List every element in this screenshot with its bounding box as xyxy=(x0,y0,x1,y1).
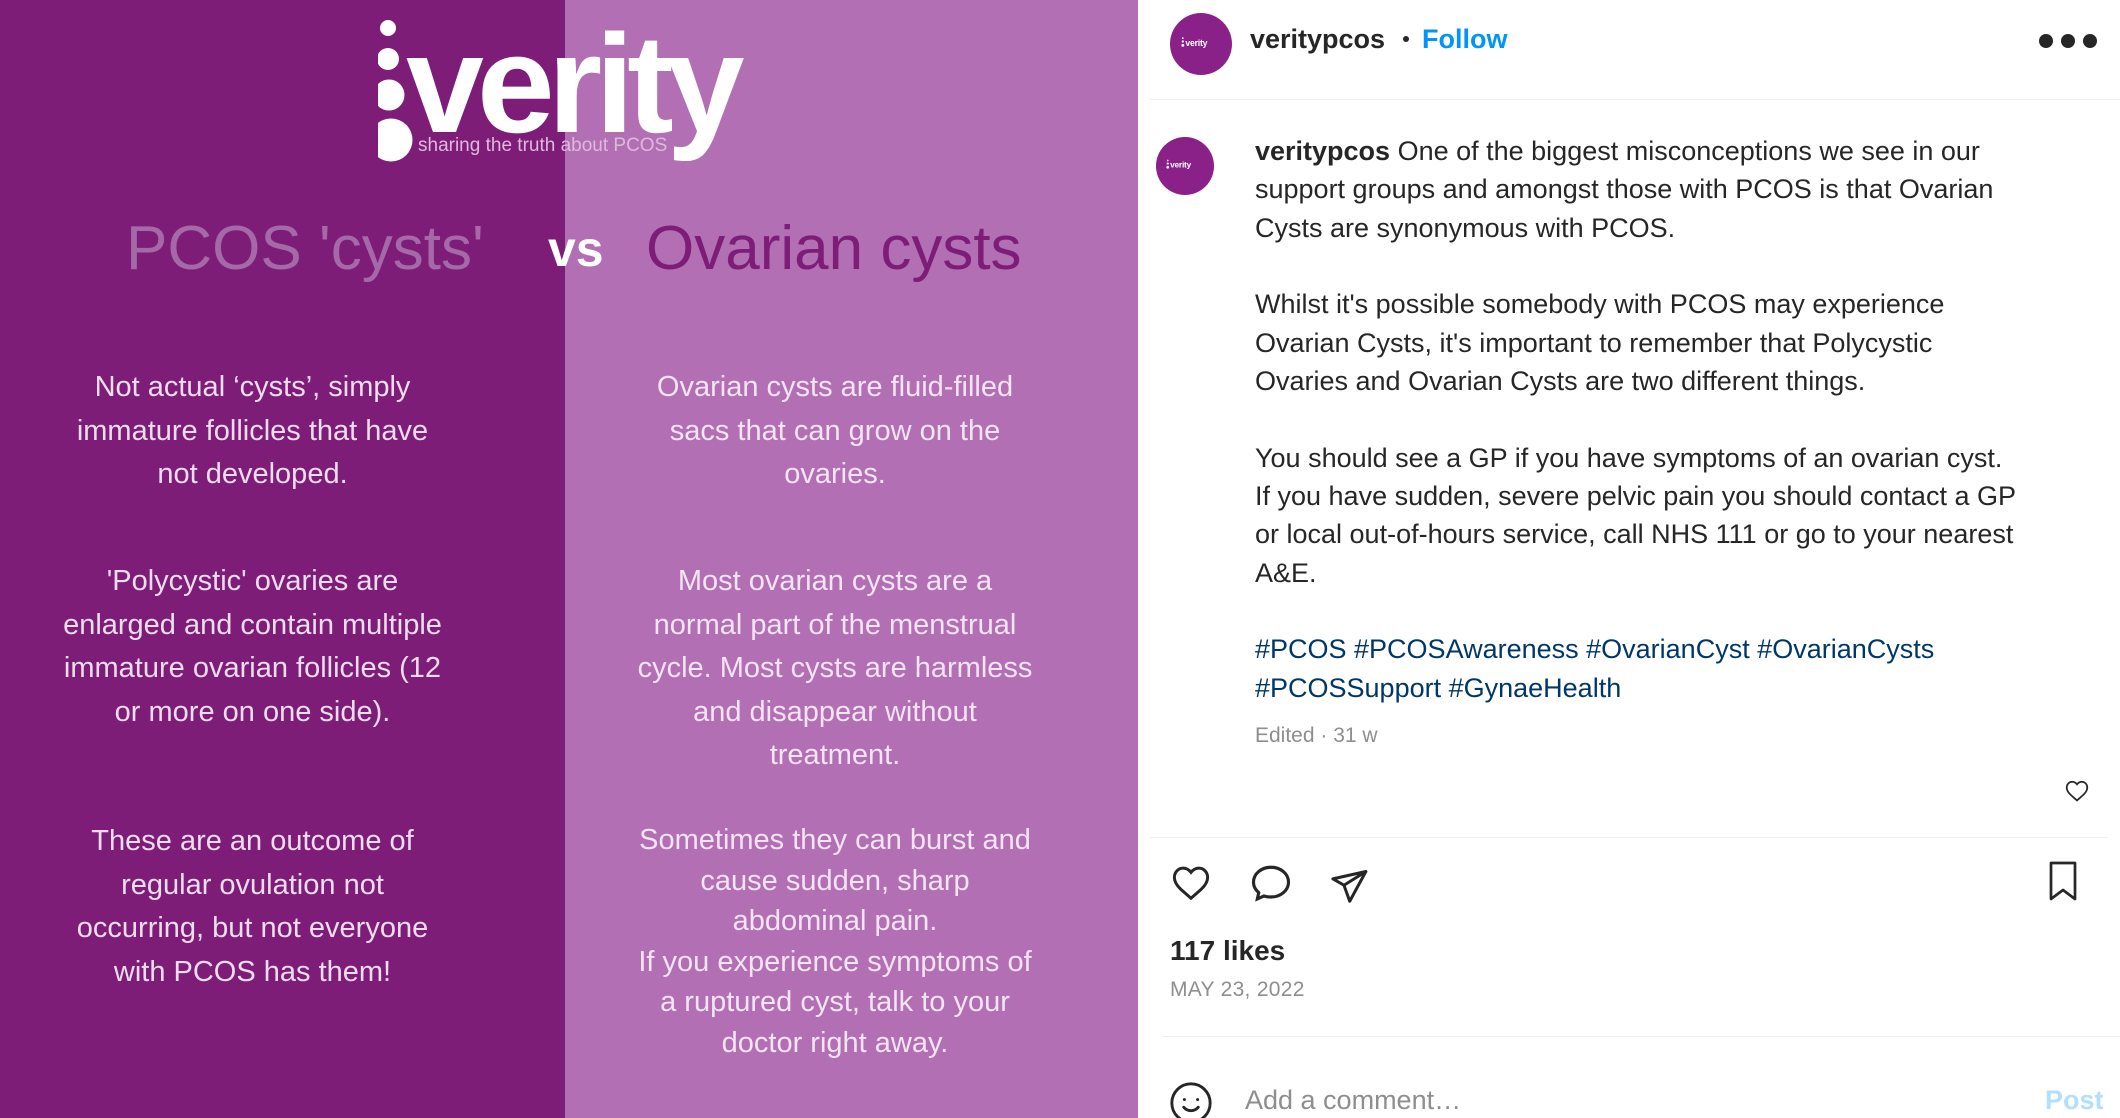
svg-text:verity: verity xyxy=(1185,38,1207,48)
svg-text:verity: verity xyxy=(1170,160,1191,170)
